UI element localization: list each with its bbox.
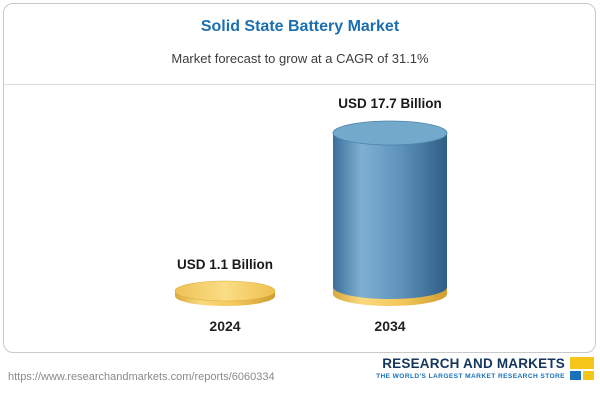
- header-divider: [4, 84, 596, 85]
- brand-name: RESEARCH AND MARKETS: [382, 356, 565, 371]
- chart-card: [3, 3, 596, 353]
- bar-2034-cylinder: [332, 120, 448, 306]
- brand-mark-icon: [570, 356, 594, 380]
- report-url: https://www.researchandmarkets.com/repor…: [8, 371, 275, 383]
- page-subtitle: Market forecast to grow at a CAGR of 31.…: [171, 51, 429, 66]
- research-and-markets-logo: RESEARCH AND MARKETS THE WORLD'S LARGEST…: [376, 356, 594, 380]
- bar-2024-cylinder: [174, 280, 276, 306]
- value-label-2034: USD 17.7 Billion: [338, 96, 442, 111]
- brand-mark-yellow-small-block: [583, 370, 594, 380]
- brand-mark-blue-block: [570, 370, 581, 380]
- page-title: Solid State Battery Market: [200, 18, 400, 35]
- brand-text: RESEARCH AND MARKETS THE WORLD'S LARGEST…: [376, 356, 565, 380]
- brand-mark-row: [570, 370, 594, 380]
- category-label-2034: 2034: [374, 318, 406, 334]
- brand-mark-yellow-block: [570, 356, 594, 369]
- brand-tagline: THE WORLD'S LARGEST MARKET RESEARCH STOR…: [376, 373, 565, 380]
- value-label-2024: USD 1.1 Billion: [176, 257, 274, 272]
- category-label-2024: 2024: [209, 318, 241, 334]
